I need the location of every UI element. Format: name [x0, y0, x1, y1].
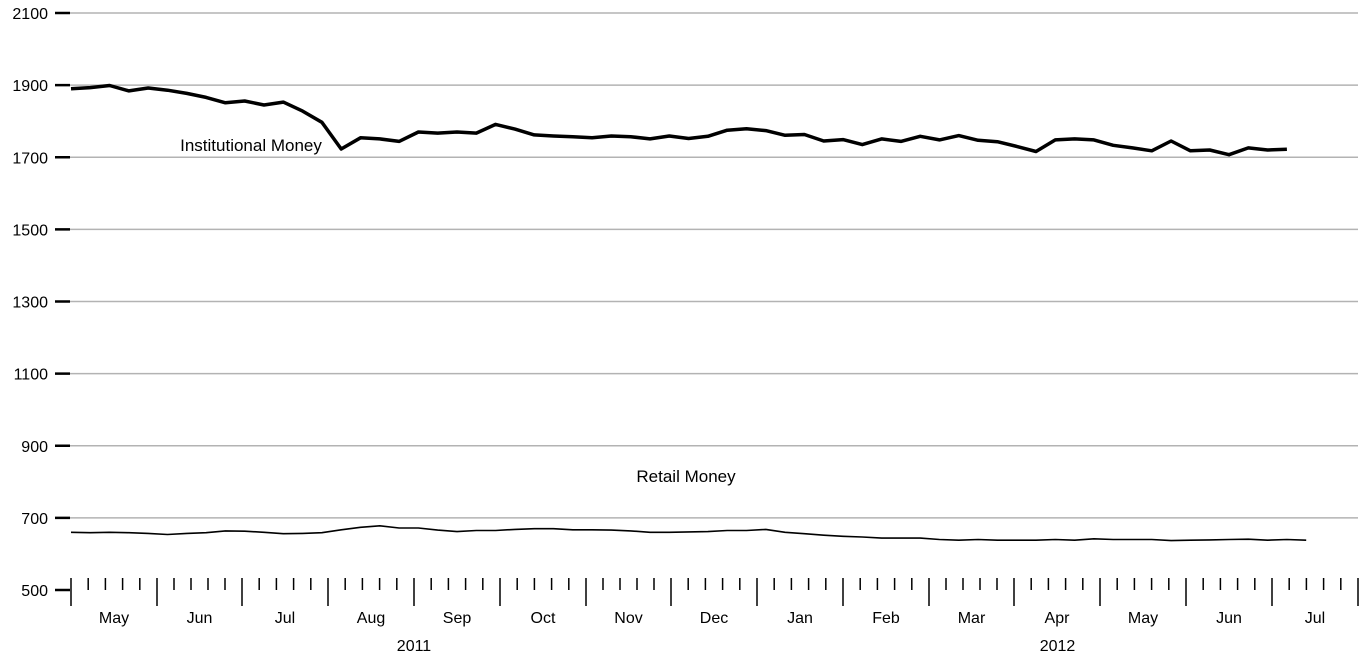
- series-lines: [70, 83, 1307, 542]
- y-tick-label-1900: 1900: [12, 78, 48, 95]
- month-label: Oct: [531, 610, 556, 627]
- series-line-retail-money: [70, 524, 1307, 542]
- series-line-institutional-money: [70, 83, 1287, 157]
- month-label: Apr: [1045, 610, 1071, 627]
- series-label-institutional-money: Institutional Money: [180, 136, 322, 155]
- y-tick-label-900: 900: [21, 439, 48, 456]
- month-label: Nov: [614, 610, 642, 627]
- y-tick-label-1100: 1100: [14, 367, 49, 384]
- x-axis: May Jun Jul Aug Sep Oct Nov Dec Jan Feb Mar Apr May J…: [70, 578, 1359, 655]
- month-label: May: [1128, 610, 1158, 627]
- month-label: Jul: [275, 610, 295, 627]
- y-tick-label-1500: 1500: [12, 222, 48, 239]
- month-label: Jan: [787, 610, 813, 627]
- y-tick-label-700: 700: [21, 511, 48, 528]
- month-label: Jun: [187, 610, 213, 627]
- y-tick-label-1700: 1700: [12, 150, 48, 167]
- y-tick-label-500: 500: [21, 583, 48, 600]
- month-label: Dec: [700, 610, 728, 627]
- year-label-2011: 2011: [397, 638, 432, 655]
- year-label-2012: 2012: [1040, 638, 1076, 655]
- series-label-retail-money: Retail Money: [636, 467, 736, 486]
- y-tick-label-2100: 2100: [12, 6, 48, 23]
- y-axis: 500 700 900 1100 1300 1500 1700 1900 2100: [12, 6, 70, 600]
- y-tick-label-1300: 1300: [12, 295, 48, 312]
- month-label: Feb: [872, 610, 900, 627]
- month-label: May: [99, 610, 129, 627]
- month-label: Aug: [357, 610, 385, 627]
- month-label: Mar: [958, 610, 986, 627]
- month-label: Jul: [1305, 610, 1325, 627]
- gridlines: [70, 12, 1358, 519]
- month-label: Sep: [443, 610, 472, 627]
- month-label: Jun: [1216, 610, 1242, 627]
- series-labels: Institutional Money Retail Money: [180, 136, 736, 486]
